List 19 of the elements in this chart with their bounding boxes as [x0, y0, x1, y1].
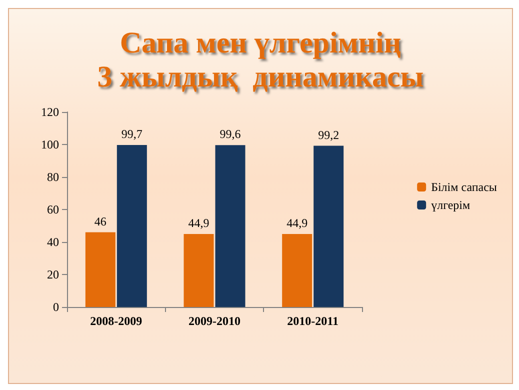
y-tick-label: 80 [47, 170, 59, 184]
y-tick-label: 20 [47, 268, 59, 282]
data-label: 44,9 [286, 216, 308, 230]
y-tick-label: 0 [53, 300, 59, 314]
data-label: 99,6 [220, 127, 241, 142]
y-tick-label: 100 [41, 138, 59, 152]
chart-title: Сапа мен үлгерімнің 3 жылдық динамикасы [97, 26, 424, 94]
x-tick-label: 2009-2010 [188, 314, 240, 328]
y-tick-label: 120 [41, 105, 59, 119]
data-label: 46 [94, 214, 106, 228]
y-tick-label: 60 [47, 202, 59, 216]
x-tick-label: 2010-2011 [287, 314, 339, 328]
legend-label: үлгерім [431, 198, 470, 212]
legend-label: Білім сапасы [431, 180, 498, 194]
data-label: 99,7 [121, 126, 142, 141]
data-label: 44,9 [188, 216, 210, 230]
x-tick-label: 2008-2009 [90, 314, 142, 328]
data-label: 99,2 [318, 128, 340, 142]
y-tick-label: 40 [47, 235, 59, 249]
